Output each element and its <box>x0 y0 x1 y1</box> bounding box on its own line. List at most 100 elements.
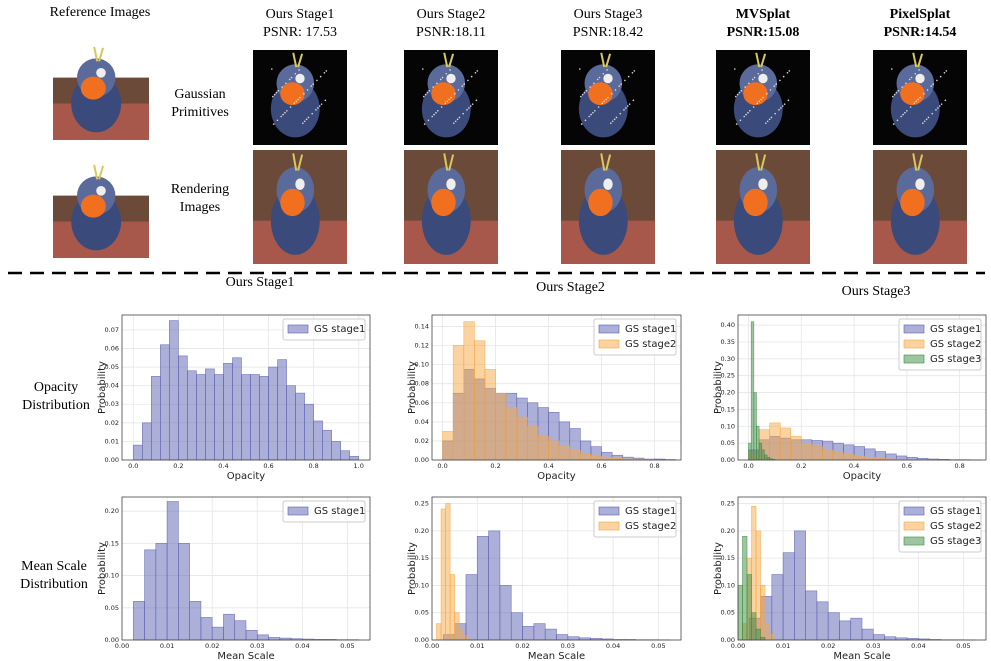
splat <box>627 75 630 78</box>
splat <box>271 68 273 70</box>
x-tick-label: 0.00 <box>425 642 439 650</box>
bar <box>340 450 351 461</box>
splat <box>597 106 600 108</box>
splat <box>938 105 941 107</box>
splat <box>747 111 749 114</box>
y-tick-label: 0.35 <box>721 338 735 346</box>
toy-beak <box>431 188 456 217</box>
bar <box>169 320 179 461</box>
splat <box>919 96 921 99</box>
splat <box>275 91 278 94</box>
bar <box>548 440 560 461</box>
bar <box>544 628 557 641</box>
x-tick-label: 0.6 <box>596 462 606 470</box>
y-tick-label: 0.10 <box>415 581 429 589</box>
toy-crest <box>292 153 304 171</box>
column-psnr: PSNR: 17.53 <box>263 25 337 40</box>
splat <box>476 70 479 72</box>
toy-eye <box>446 178 456 190</box>
splat <box>751 78 754 81</box>
splat <box>893 93 896 96</box>
splat <box>782 75 785 78</box>
bar <box>556 634 569 641</box>
splat <box>633 70 636 72</box>
bar <box>155 543 168 641</box>
splat <box>297 98 299 101</box>
bar <box>463 635 469 641</box>
splat <box>930 85 933 87</box>
bar <box>790 436 802 461</box>
image <box>253 150 347 264</box>
toy-crest <box>600 153 612 171</box>
bar <box>440 508 446 641</box>
bar <box>864 457 876 461</box>
splat <box>631 72 634 74</box>
bar <box>304 403 314 461</box>
x-tick-label: 0.8 <box>954 462 964 470</box>
y-tick-label: 0.25 <box>721 500 735 508</box>
y-axis-label: Probability <box>407 361 418 414</box>
bar <box>484 369 496 461</box>
bar <box>537 435 549 461</box>
toy-beak <box>280 188 305 217</box>
splat <box>909 106 912 108</box>
x-tick-label: 0.01 <box>160 642 174 650</box>
splat <box>913 102 916 104</box>
toy-beak <box>588 188 613 217</box>
toy-crest <box>912 153 924 171</box>
splat <box>325 70 328 72</box>
bar <box>205 368 215 461</box>
splat <box>289 106 292 108</box>
bar <box>495 392 507 461</box>
splat <box>282 113 284 116</box>
toy-crest <box>443 52 455 68</box>
splat <box>598 76 601 79</box>
toy-eye <box>446 73 456 84</box>
splat <box>444 102 447 104</box>
legend-label: GS stage2 <box>930 339 981 350</box>
bar <box>811 446 823 461</box>
splat <box>593 82 595 85</box>
y-tick-label: 0.04 <box>105 382 119 390</box>
toy-crest <box>93 164 105 180</box>
bar <box>452 345 465 461</box>
x-tick-label: 0.4 <box>543 462 553 470</box>
y-tick-label: 0.20 <box>721 527 735 535</box>
splat <box>441 76 444 79</box>
chart-title: Ours Stage3 <box>842 284 911 299</box>
y-tick-label: 0.06 <box>105 344 119 352</box>
splat <box>277 90 280 92</box>
splat <box>427 119 430 122</box>
splat <box>433 113 435 116</box>
x-axis-label: Opacity <box>843 471 882 482</box>
toy-crest <box>292 52 304 68</box>
column-psnr: PSNR:18.42 <box>573 25 643 40</box>
splat <box>768 118 771 121</box>
splat <box>324 99 327 102</box>
splat <box>302 122 304 124</box>
x-tick-label: 0.4 <box>218 462 228 470</box>
y-tick-label: 0.20 <box>105 507 119 515</box>
bar <box>750 321 755 461</box>
splat <box>739 119 742 122</box>
x-tick-label: 0.2 <box>796 462 806 470</box>
image <box>404 50 498 145</box>
bar <box>178 543 190 641</box>
splat <box>758 100 761 103</box>
splat <box>424 93 427 96</box>
toy-crest <box>755 52 767 68</box>
legend-label: GS stage1 <box>314 324 365 335</box>
bar <box>200 617 213 641</box>
toy-eye <box>603 73 613 84</box>
splat <box>765 122 767 124</box>
bar <box>558 445 571 461</box>
legend-swatch <box>287 506 309 516</box>
splat <box>588 115 590 118</box>
toy-eye <box>915 178 925 190</box>
toy-eye <box>758 73 768 84</box>
bar <box>160 344 170 461</box>
bar <box>769 634 775 641</box>
splat <box>781 105 784 107</box>
bar <box>286 385 296 461</box>
y-tick-label: 0.05 <box>721 609 735 617</box>
